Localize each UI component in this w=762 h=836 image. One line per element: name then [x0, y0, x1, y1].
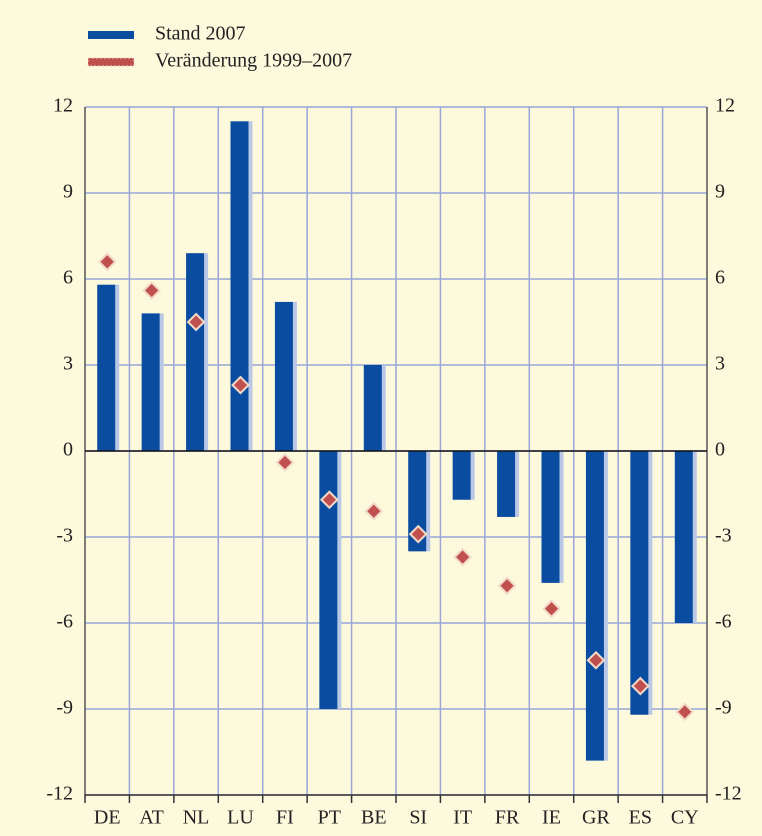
- marker: [186, 312, 206, 332]
- y2-tick-label: 6: [715, 267, 725, 289]
- bar: [274, 301, 293, 451]
- y-tick-label: -12: [46, 783, 73, 805]
- marker: [364, 501, 384, 521]
- x-tick-label: PT: [318, 807, 341, 829]
- legend-swatch: [87, 57, 135, 67]
- marker: [542, 599, 561, 619]
- y2-tick-label: -9: [715, 697, 732, 719]
- marker: [97, 252, 117, 272]
- bar: [363, 365, 382, 451]
- legend-label: Stand 2007: [155, 23, 246, 45]
- y-tick-label: -6: [56, 611, 73, 633]
- legend-swatch: [88, 31, 134, 39]
- y-tick-label: 6: [63, 267, 73, 289]
- x-tick-label: SI: [409, 807, 427, 829]
- bar: [97, 284, 116, 451]
- y2-tick-label: 12: [715, 95, 735, 117]
- y-tick-label: 9: [63, 181, 73, 203]
- x-tick-label: FR: [495, 807, 520, 829]
- x-tick-label: FI: [276, 807, 294, 829]
- bar: [541, 451, 560, 583]
- bar: [230, 121, 249, 451]
- bar: [452, 451, 471, 500]
- marker: [586, 650, 606, 670]
- marker: [275, 453, 295, 472]
- y-tick-label: 12: [53, 95, 73, 117]
- bar: [497, 451, 516, 517]
- x-tick-label: NL: [183, 807, 210, 829]
- x-tick-label: LU: [227, 807, 254, 829]
- legend-label: Veränderung 1999–2007: [155, 50, 352, 72]
- marker: [319, 490, 339, 510]
- y2-tick-label: 0: [715, 439, 725, 461]
- y2-tick-label: -6: [715, 611, 732, 633]
- x-tick-label: BE: [361, 807, 387, 829]
- marker: [497, 576, 517, 596]
- x-tick-label: DE: [94, 807, 121, 829]
- y2-tick-label: 9: [715, 181, 725, 203]
- y-tick-label: -9: [56, 697, 73, 719]
- x-tick-label: ES: [629, 807, 652, 829]
- bar: [408, 451, 427, 552]
- y-tick-label: 3: [63, 353, 73, 375]
- x-tick-label: IT: [453, 807, 472, 829]
- marker: [630, 676, 650, 696]
- y2-tick-label: -12: [715, 783, 742, 805]
- y2-tick-label: 3: [715, 353, 725, 375]
- y-tick-label: -3: [56, 525, 73, 547]
- bar: [585, 451, 604, 761]
- bar: [630, 451, 649, 715]
- x-tick-label: GR: [582, 807, 610, 829]
- bar: [186, 253, 205, 451]
- bar: [319, 451, 338, 709]
- marker: [142, 281, 162, 300]
- y2-tick-label: -3: [715, 525, 732, 547]
- marker: [231, 375, 250, 395]
- x-tick-label: AT: [139, 807, 163, 829]
- marker: [408, 524, 428, 544]
- y-tick-label: 0: [63, 439, 73, 461]
- marker: [453, 547, 473, 567]
- marker: [675, 702, 695, 722]
- x-tick-label: IE: [542, 807, 561, 829]
- x-tick-label: CY: [671, 807, 699, 829]
- bar: [674, 451, 693, 623]
- bar: [141, 313, 160, 451]
